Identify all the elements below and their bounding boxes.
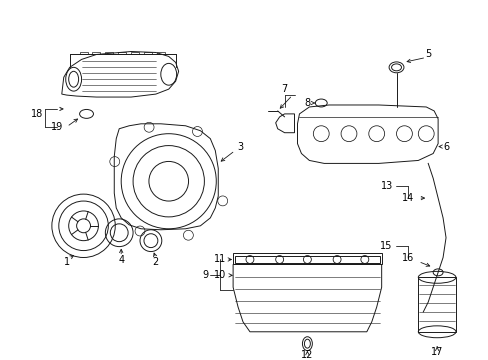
Text: 12: 12 bbox=[301, 350, 313, 360]
Bar bbox=[233, 253, 381, 265]
Text: 10: 10 bbox=[214, 270, 226, 280]
Text: 2: 2 bbox=[152, 257, 159, 267]
Text: 13: 13 bbox=[380, 181, 392, 191]
Text: 15: 15 bbox=[380, 240, 392, 251]
Text: 9: 9 bbox=[202, 270, 208, 280]
Text: 17: 17 bbox=[430, 347, 443, 357]
Text: 16: 16 bbox=[402, 252, 414, 262]
Text: 4: 4 bbox=[118, 256, 124, 265]
Text: 3: 3 bbox=[237, 141, 243, 152]
Text: 1: 1 bbox=[63, 257, 70, 267]
Text: 6: 6 bbox=[442, 141, 448, 152]
Text: 14: 14 bbox=[402, 193, 414, 203]
Text: 18: 18 bbox=[31, 109, 43, 119]
Bar bbox=[235, 256, 379, 264]
Text: 11: 11 bbox=[214, 255, 226, 265]
Text: 8: 8 bbox=[304, 98, 310, 108]
Text: 19: 19 bbox=[51, 122, 63, 132]
Text: 7: 7 bbox=[281, 84, 287, 94]
Bar bbox=[417, 277, 455, 332]
Text: 5: 5 bbox=[424, 49, 430, 59]
